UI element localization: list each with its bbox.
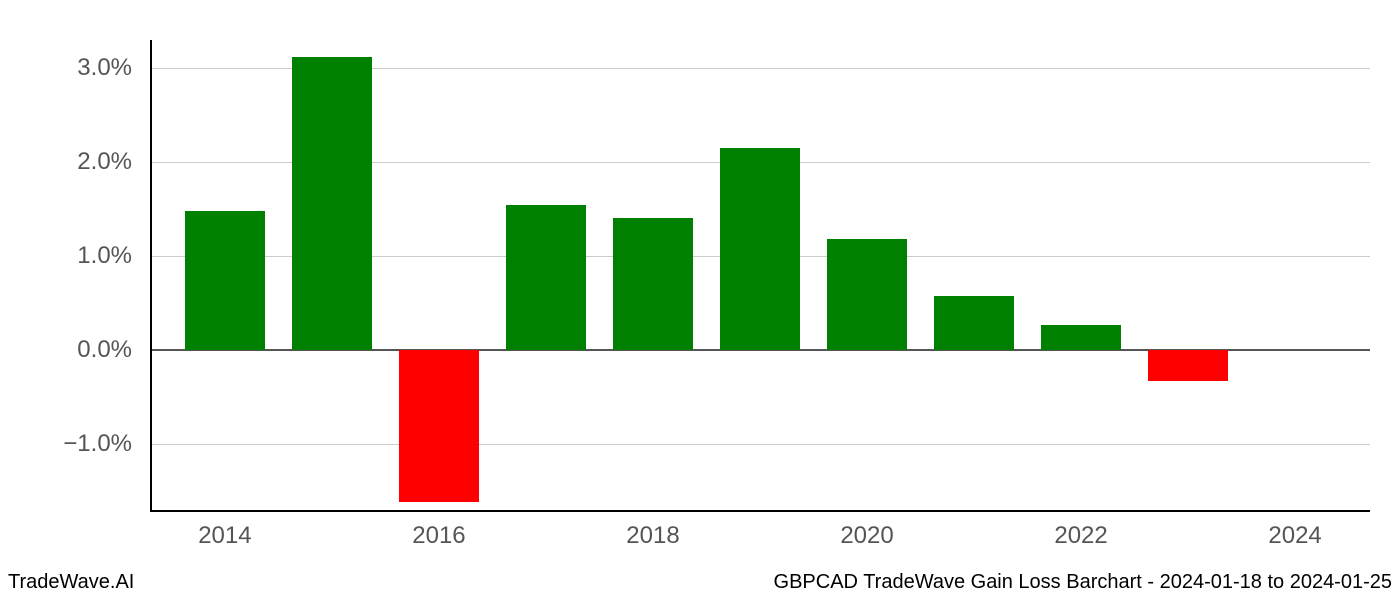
bar <box>720 148 800 350</box>
bar <box>506 205 586 351</box>
bar <box>613 218 693 351</box>
footer-left-text: TradeWave.AI <box>8 571 134 594</box>
y-tick-label: −1.0% <box>22 430 132 458</box>
x-tick-label: 2016 <box>412 522 465 550</box>
plot-area: −1.0%0.0%1.0%2.0%3.0%2014201620182020202… <box>150 40 1370 510</box>
bar <box>1041 325 1121 350</box>
y-tick-label: 2.0% <box>22 148 132 176</box>
x-tick-label: 2024 <box>1268 522 1321 550</box>
y-tick-label: 1.0% <box>22 242 132 270</box>
bar <box>292 57 372 350</box>
x-tick-label: 2014 <box>198 522 251 550</box>
footer-right-text: GBPCAD TradeWave Gain Loss Barchart - 20… <box>774 571 1392 594</box>
bar <box>399 350 479 502</box>
x-tick-label: 2018 <box>626 522 679 550</box>
chart-stage: −1.0% 0.0% 1.0% 2.0% 3.0% 2014 2016 2018 2020 202… <box>0 0 1400 600</box>
bar <box>827 239 907 350</box>
x-tick-label: 2022 <box>1054 522 1107 550</box>
axis-spine-left <box>150 40 152 510</box>
bar <box>934 296 1014 351</box>
y-tick-label: 0.0% <box>22 336 132 364</box>
bar <box>185 211 265 350</box>
x-tick-label: 2020 <box>840 522 893 550</box>
gridline <box>150 444 1370 445</box>
bar <box>1148 350 1228 381</box>
axis-spine-bottom <box>150 510 1370 512</box>
y-tick-label: 3.0% <box>22 54 132 82</box>
